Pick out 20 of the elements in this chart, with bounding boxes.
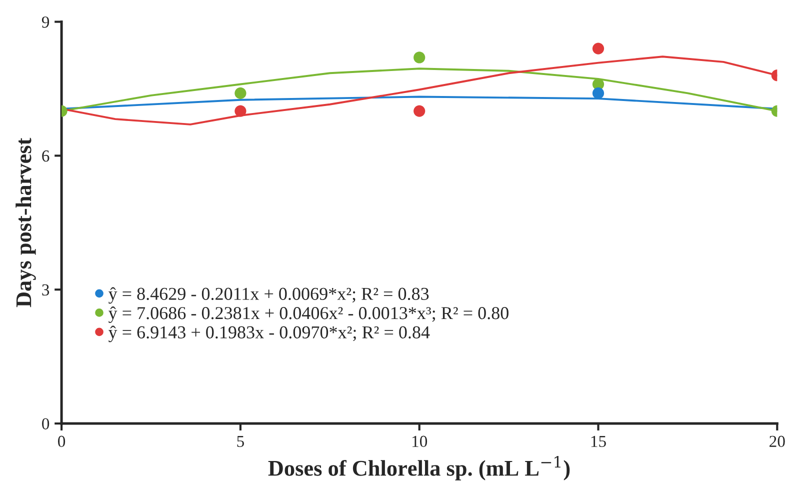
- point: [234, 87, 246, 100]
- x-tick-label: 5: [237, 436, 244, 448]
- legend-label: ŷ = 8.4629 - 0.2011x + 0.0069*x²; R² = 0.83: [108, 287, 429, 304]
- x-tick-label: 20: [770, 436, 785, 448]
- point: [414, 52, 426, 64]
- x-axis-title: Doses of Chlorella sp. (mL L$^{−1}$): [268, 456, 570, 480]
- y-tick-label: 0: [42, 418, 50, 430]
- x-tick-label: 10: [412, 436, 428, 448]
- legend-label: ŷ = 6.9143 + 0.1983x - 0.0970*x²; R² = 0.84: [108, 326, 430, 342]
- y-tick-label: 9: [42, 16, 50, 28]
- point: [592, 87, 604, 100]
- point: [592, 42, 604, 54]
- x-tick-label: 0: [58, 436, 66, 448]
- legend-label: ŷ = 7.0686 - 0.2381x + 0.0406x² - 0.0013*x³; R² = 0.80: [108, 306, 508, 323]
- y-tick-label: 6: [42, 150, 50, 162]
- y-axis-title: Days post-harvest: [16, 138, 36, 308]
- point: [234, 105, 246, 117]
- x-tick-label: 15: [591, 436, 606, 448]
- y-tick-label: 3: [42, 284, 50, 296]
- point: [414, 105, 426, 117]
